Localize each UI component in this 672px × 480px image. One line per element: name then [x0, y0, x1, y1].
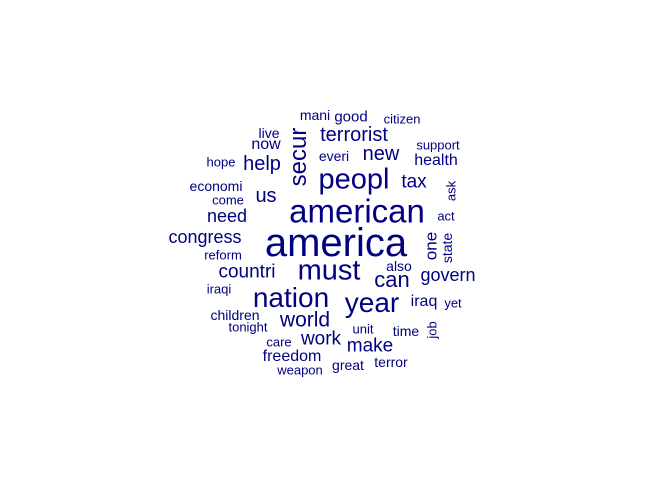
word-also: also — [386, 258, 412, 274]
word-need: need — [206, 206, 248, 226]
word-countri: countri — [218, 261, 276, 283]
word-children: children — [210, 307, 260, 323]
word-care: care — [266, 334, 292, 350]
word-terrorist: terrorist — [320, 124, 388, 146]
word-america: america — [264, 221, 408, 265]
word-year: year — [344, 287, 400, 318]
word-good: good — [334, 108, 368, 126]
word-one: one — [421, 231, 441, 261]
word-great: great — [332, 357, 364, 373]
word-new: new — [362, 143, 400, 165]
word-live: live — [258, 125, 280, 141]
word-freedom: freedom — [262, 348, 322, 365]
word-tonight: tonight — [228, 319, 268, 335]
word-act: act — [437, 208, 455, 224]
word-peopl: peopl — [318, 163, 390, 196]
word-iraqi: iraqi — [206, 281, 232, 297]
word-help: help — [243, 153, 281, 175]
word-american: american — [289, 192, 425, 230]
word-now: now — [251, 136, 281, 153]
word-nation: nation — [252, 282, 330, 313]
word-economi: economi — [189, 178, 243, 194]
word-support: support — [416, 137, 460, 153]
word-hope: hope — [206, 154, 236, 170]
word-health: health — [414, 152, 458, 169]
word-reform: reform — [204, 247, 242, 263]
word-work: work — [300, 328, 342, 350]
word-time: time — [392, 323, 420, 339]
word-make: make — [346, 335, 394, 357]
word-citizen: citizen — [383, 111, 421, 127]
word-everi: everi — [318, 148, 350, 164]
word-can: can — [374, 267, 410, 292]
word-mani: mani — [299, 107, 331, 123]
word-terror: terror — [374, 354, 408, 370]
word-iraq: iraq — [410, 293, 438, 310]
word-state: state — [439, 232, 455, 264]
word-job: job — [424, 321, 440, 339]
word-must: must — [297, 254, 361, 287]
word-secur: secur — [285, 127, 312, 187]
word-ask: ask — [443, 180, 459, 202]
word-yet: yet — [444, 295, 462, 311]
word-unit: unit — [352, 321, 374, 337]
word-congress: congress — [168, 227, 242, 247]
word-us: us — [255, 185, 277, 207]
word-weapon: weapon — [277, 362, 323, 378]
word-world: world — [279, 308, 331, 332]
word-come: come — [212, 192, 244, 208]
word-tax: tax — [401, 171, 427, 193]
word-govern: govern — [420, 265, 476, 285]
